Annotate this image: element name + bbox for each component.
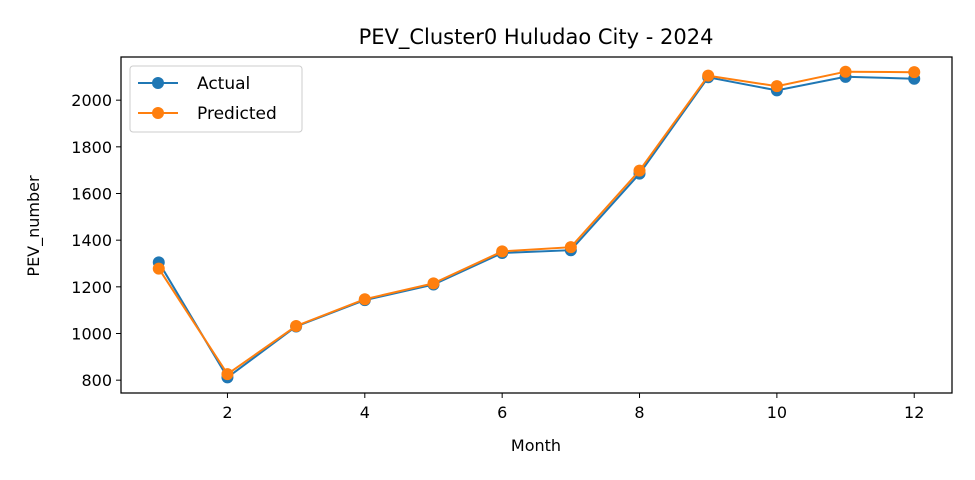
predicted-point (839, 65, 852, 78)
predicted-point (290, 320, 303, 333)
y-tick-label: 1400 (71, 231, 112, 250)
predicted-point (633, 164, 646, 177)
predicted-point (908, 66, 921, 79)
predicted-point (152, 262, 165, 275)
legend-marker-predicted (152, 107, 164, 119)
legend-label-predicted: Predicted (197, 104, 277, 124)
predicted-point (358, 293, 371, 306)
predicted-point (221, 368, 234, 381)
chart-title: PEV_Cluster0 Huludao City - 2024 (359, 25, 714, 50)
predicted-line (157, 70, 915, 376)
y-tick-label: 1000 (71, 325, 112, 344)
x-tick-label: 2 (222, 403, 232, 422)
predicted-point (564, 241, 577, 254)
x-axis-label: Month (511, 436, 561, 455)
y-axis: 800 1000 1200 1400 1600 1800 2000 (71, 91, 121, 390)
predicted-point (427, 277, 440, 290)
y-tick-label: 1200 (71, 278, 112, 297)
y-tick-label: 800 (81, 371, 112, 390)
y-axis-label: PEV_number (24, 175, 44, 277)
y-tick-label: 1600 (71, 185, 112, 204)
legend-label-actual: Actual (197, 74, 250, 94)
plot-frame (120, 56, 953, 394)
legend-marker-actual (152, 77, 164, 89)
predicted-point (496, 245, 509, 258)
y-tick-label: 1800 (71, 138, 112, 157)
legend: Actual Predicted (129, 65, 303, 133)
x-tick-label: 6 (497, 403, 507, 422)
x-tick-label: 4 (360, 403, 370, 422)
predicted-point (770, 80, 783, 93)
predicted-point (702, 69, 715, 82)
x-tick-label: 8 (634, 403, 644, 422)
y-tick-label: 2000 (71, 91, 112, 110)
x-axis: 2 4 6 8 10 12 (222, 393, 924, 422)
x-tick-label: 12 (904, 403, 924, 422)
x-tick-label: 10 (767, 403, 787, 422)
series-layer (152, 65, 921, 384)
